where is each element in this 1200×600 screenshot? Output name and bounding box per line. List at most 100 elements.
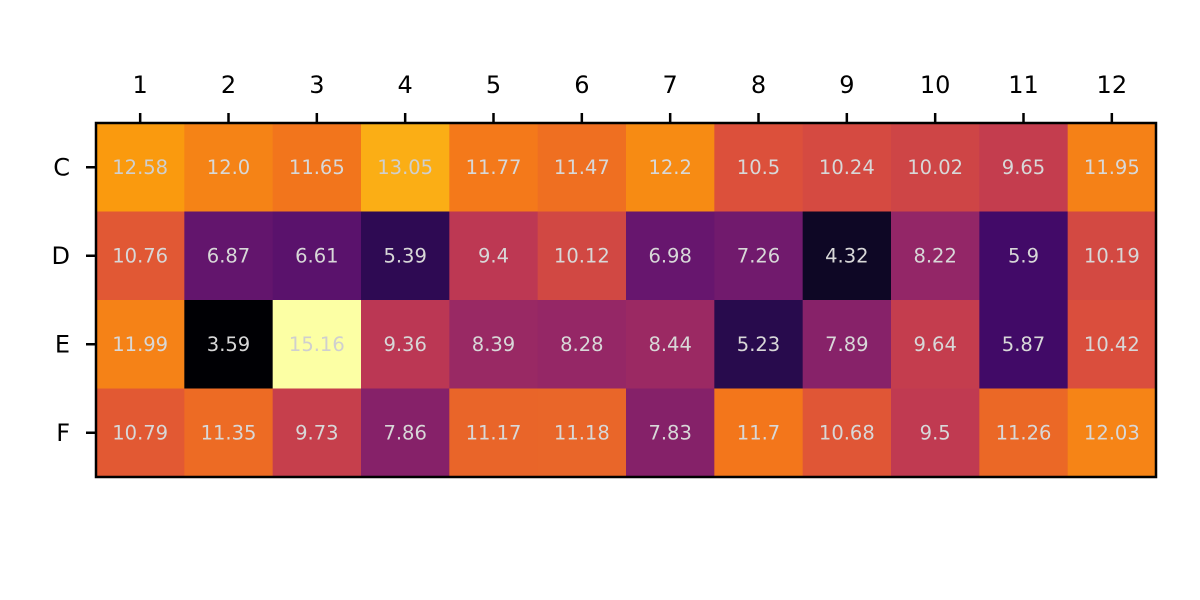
heatmap-cell-C-12 <box>1067 123 1157 213</box>
y-tick-label-D: D <box>52 242 70 270</box>
cell-value-label-C-8: 10.5 <box>737 156 780 179</box>
heatmap-cell-E-2 <box>184 300 274 390</box>
heatmap-cell-C-11 <box>979 123 1069 213</box>
cell-value-label-E-5: 8.39 <box>472 333 515 356</box>
heatmap-cell-F-10 <box>891 388 980 478</box>
heatmap-cell-F-11 <box>979 388 1069 478</box>
heatmap-cell-C-2 <box>184 123 274 213</box>
heatmap-cell-C-6 <box>537 123 627 213</box>
heatmap-cell-E-1 <box>96 300 185 390</box>
heatmap-cell-D-8 <box>714 211 804 301</box>
heatmap-cell-F-8 <box>714 388 804 478</box>
heatmap-cell-C-8 <box>714 123 804 213</box>
cell-value-label-F-12: 12.03 <box>1084 421 1140 444</box>
cell-value-label-D-1: 10.76 <box>112 244 168 267</box>
x-tick-label-4: 4 <box>398 71 413 99</box>
heatmap-cell-D-2 <box>184 211 274 301</box>
cell-value-label-C-2: 12.0 <box>207 156 250 179</box>
cell-value-label-E-4: 9.36 <box>383 333 426 356</box>
x-tick-label-8: 8 <box>751 71 766 99</box>
heatmap-cell-C-7 <box>626 123 715 213</box>
cell-value-label-E-11: 5.87 <box>1002 333 1045 356</box>
heatmap-cell-F-9 <box>802 388 892 478</box>
cell-value-label-E-6: 8.28 <box>560 333 603 356</box>
cell-value-label-F-7: 7.83 <box>648 421 691 444</box>
x-tick-label-5: 5 <box>486 71 501 99</box>
x-tick-label-6: 6 <box>574 71 589 99</box>
y-tick-label-C: C <box>53 153 70 181</box>
cell-value-label-E-3: 15.16 <box>289 333 345 356</box>
cell-value-label-F-10: 9.5 <box>920 421 951 444</box>
heatmap-cell-D-3 <box>272 211 362 301</box>
heatmap-cell-E-6 <box>537 300 627 390</box>
heatmap-cell-F-1 <box>96 388 185 478</box>
cell-value-label-F-9: 10.68 <box>819 421 875 444</box>
heatmap-cell-C-4 <box>361 123 450 213</box>
heatmap-cell-E-8 <box>714 300 804 390</box>
heatmap-cell-C-1 <box>96 123 185 213</box>
x-tick-label-11: 11 <box>1008 71 1039 99</box>
x-tick-label-2: 2 <box>221 71 236 99</box>
cell-value-label-E-7: 8.44 <box>648 333 691 356</box>
heatmap-cell-E-12 <box>1067 300 1157 390</box>
cell-value-label-E-1: 11.99 <box>112 333 168 356</box>
cell-value-label-D-2: 6.87 <box>207 244 250 267</box>
cell-value-label-D-7: 6.98 <box>648 244 691 267</box>
cell-value-label-F-2: 11.35 <box>201 421 257 444</box>
heatmap-cell-F-4 <box>361 388 450 478</box>
heatmap-cell-D-11 <box>979 211 1069 301</box>
heatmap-cell-labels: 12.58 12.0 11.65 13.05 11.77 11.47 12.2 10.5 10.… <box>112 156 1139 445</box>
cell-value-label-D-3: 6.61 <box>295 244 338 267</box>
cell-value-label-D-6: 10.12 <box>554 244 610 267</box>
cell-value-label-D-10: 8.22 <box>913 244 956 267</box>
heatmap-cell-E-5 <box>449 300 539 390</box>
cell-value-label-F-3: 9.73 <box>295 421 338 444</box>
cell-value-label-F-1: 10.79 <box>112 421 168 444</box>
cell-value-label-E-9: 7.89 <box>825 333 868 356</box>
cell-value-label-E-10: 9.64 <box>913 333 956 356</box>
heatmap-cell-C-3 <box>272 123 362 213</box>
x-tick-label-7: 7 <box>663 71 678 99</box>
cell-value-label-F-5: 11.17 <box>466 421 522 444</box>
plot-frame <box>94 121 1158 479</box>
cell-value-label-F-8: 11.7 <box>737 421 780 444</box>
heatmap-cell-D-7 <box>626 211 715 301</box>
heatmap-cell-E-3 <box>272 300 362 390</box>
heatmap-cell-F-12 <box>1067 388 1157 478</box>
cell-value-label-C-1: 12.58 <box>112 156 168 179</box>
x-tick-label-9: 9 <box>839 71 854 99</box>
cell-value-label-D-12: 10.19 <box>1084 244 1140 267</box>
x-tick-label-3: 3 <box>309 71 324 99</box>
heatmap-cell-E-11 <box>979 300 1069 390</box>
cell-value-label-E-2: 3.59 <box>207 333 250 356</box>
x-tick-label-10: 10 <box>920 71 951 99</box>
heatmap-cell-D-5 <box>449 211 539 301</box>
y-tick-label-F: F <box>56 419 70 447</box>
heatmap-cell-E-9 <box>802 300 892 390</box>
x-tick-label-12: 12 <box>1097 71 1128 99</box>
cell-value-label-C-6: 11.47 <box>554 156 610 179</box>
x-axis-top: 1 2 3 4 5 6 7 8 9 10 11 12 <box>133 71 1128 123</box>
heatmap-cell-F-5 <box>449 388 539 478</box>
heatmap-cell-F-6 <box>537 388 627 478</box>
cell-value-label-C-10: 10.02 <box>907 156 963 179</box>
cell-value-label-C-5: 11.77 <box>466 156 522 179</box>
heatmap-cell-D-6 <box>537 211 627 301</box>
heatmap-cell-F-3 <box>272 388 362 478</box>
cell-value-label-D-11: 5.9 <box>1008 244 1039 267</box>
cell-value-label-C-7: 12.2 <box>648 156 691 179</box>
heatmap-cell-F-2 <box>184 388 274 478</box>
cell-value-label-D-4: 5.39 <box>383 244 426 267</box>
cell-value-label-E-8: 5.23 <box>737 333 780 356</box>
cell-value-label-C-11: 9.65 <box>1002 156 1045 179</box>
cell-value-label-C-3: 11.65 <box>289 156 345 179</box>
heatmap-cell-C-5 <box>449 123 539 213</box>
cell-value-label-C-12: 11.95 <box>1084 156 1140 179</box>
heatmap-cell-D-12 <box>1067 211 1157 301</box>
cell-value-label-F-6: 11.18 <box>554 421 610 444</box>
cell-value-label-C-4: 13.05 <box>377 156 433 179</box>
cell-value-label-D-8: 7.26 <box>737 244 780 267</box>
heatmap-cell-F-7 <box>626 388 715 478</box>
heatmap-cell-D-10 <box>891 211 980 301</box>
cell-value-label-E-12: 10.42 <box>1084 333 1140 356</box>
